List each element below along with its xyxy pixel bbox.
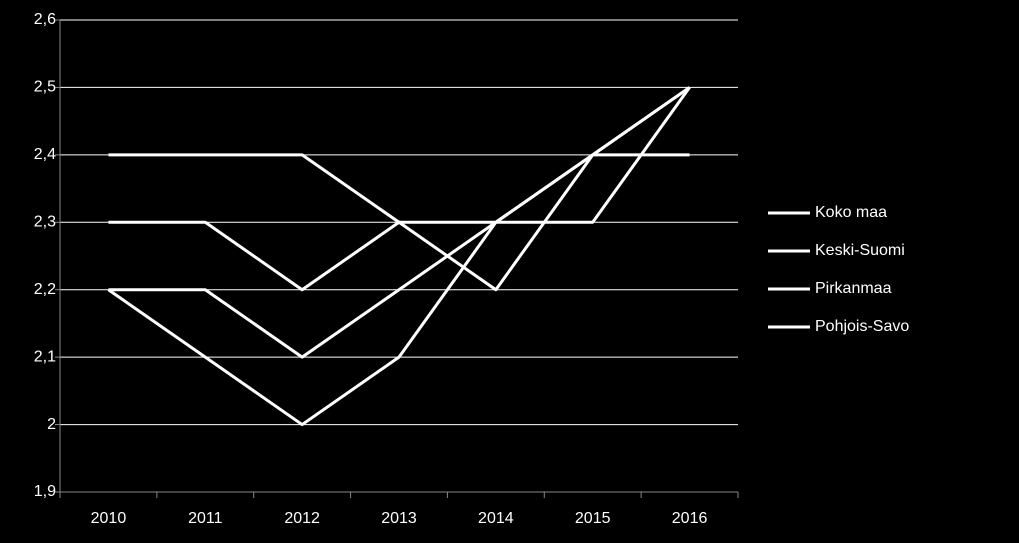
y-tick-label: 2,2 — [34, 281, 56, 298]
y-tick-label: 2,6 — [34, 11, 56, 28]
legend-label: Koko maa — [815, 204, 887, 221]
legend-label: Keski-Suomi — [815, 242, 905, 259]
x-tick-label: 2010 — [91, 510, 127, 527]
y-tick-label: 2,3 — [34, 214, 56, 231]
x-tick-label: 2012 — [284, 510, 320, 527]
x-tick-label: 2011 — [188, 510, 223, 527]
x-tick-label: 2014 — [478, 510, 514, 527]
y-tick-label: 2 — [47, 416, 56, 433]
series-line — [108, 86, 691, 292]
x-tick-label: 2016 — [672, 510, 708, 527]
x-tick-label: 2013 — [381, 510, 417, 527]
y-tick-label: 1,9 — [34, 483, 56, 500]
series-line — [107, 86, 691, 427]
y-tick-label: 2,4 — [34, 146, 56, 163]
legend-label: Pohjois-Savo — [815, 318, 909, 335]
y-tick-label: 2,1 — [34, 348, 56, 365]
y-tick-label: 2,5 — [34, 79, 56, 96]
x-tick-label: 2015 — [575, 510, 611, 527]
legend-label: Pirkanmaa — [815, 280, 892, 297]
